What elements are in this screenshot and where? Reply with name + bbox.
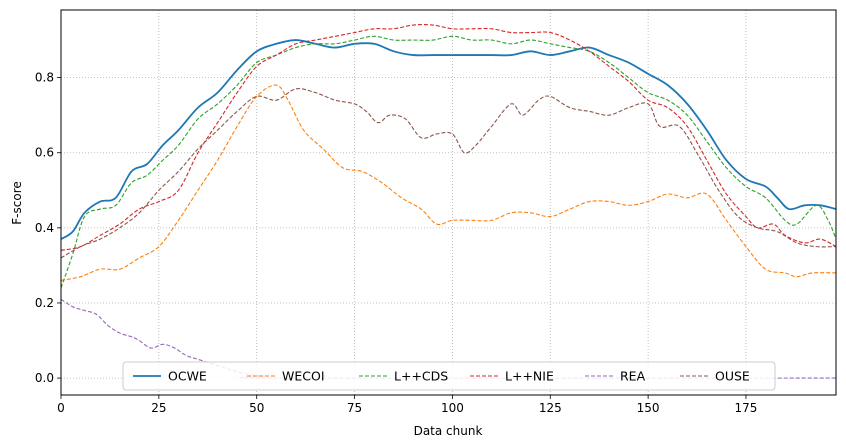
y-tick-label: 0.6 — [35, 146, 54, 160]
x-tick-label: 100 — [441, 401, 464, 415]
x-axis-title: Data chunk — [414, 424, 483, 438]
legend-label-l-nie: L++NIE — [505, 369, 554, 384]
x-tick-label: 75 — [347, 401, 362, 415]
legend-label-l-cds: L++CDS — [394, 369, 448, 384]
y-tick-label: 0.8 — [35, 71, 54, 85]
y-tick-label: 0.0 — [35, 371, 54, 385]
legend-label-wecoi: WECOI — [282, 369, 325, 384]
x-tick-label: 125 — [539, 401, 562, 415]
x-tick-label: 50 — [249, 401, 264, 415]
x-tick-label: 25 — [151, 401, 166, 415]
y-axis-title: F-score — [10, 181, 24, 224]
y-tick-label: 0.4 — [35, 221, 54, 235]
x-tick-label: 175 — [735, 401, 758, 415]
x-tick-label: 150 — [637, 401, 660, 415]
legend-label-rea: REA — [620, 369, 646, 384]
series-line-wecoi — [61, 84, 836, 281]
y-tick-label: 0.2 — [35, 296, 54, 310]
x-tick-label: 0 — [57, 401, 65, 415]
ticks: 0 25 50 75 100 125 150 175 0.0 0.2 0.4 0.6 0.8 — [35, 71, 758, 415]
plot-frame — [60, 9, 837, 396]
series-line-l-nie — [61, 24, 836, 251]
legend-box — [122, 361, 776, 391]
series-line-ocwe — [61, 39, 836, 240]
legend-label-ocwe: OCWE — [168, 369, 207, 384]
legend-label-ouse: OUSE — [715, 369, 750, 384]
legend: OCWE WECOI L++CDS L++NIE REA OUSE — [122, 361, 776, 391]
